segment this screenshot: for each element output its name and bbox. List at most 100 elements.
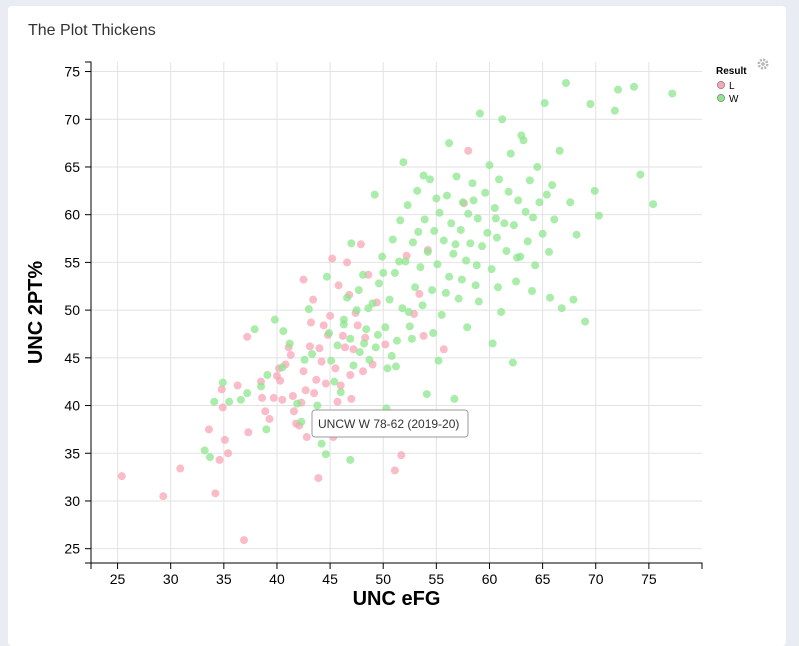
data-point-l: [312, 375, 321, 384]
data-point-w: [374, 279, 383, 288]
data-point-w: [544, 247, 553, 256]
data-point-w: [485, 161, 494, 170]
data-point-w: [561, 78, 570, 87]
data-point-w: [500, 219, 509, 228]
data-point-w: [278, 363, 287, 372]
data-point-w: [330, 377, 339, 386]
data-point-w: [385, 295, 394, 304]
data-point-w: [403, 201, 412, 210]
data-point-w: [225, 397, 234, 406]
y-axis-label: UNC 2PT%: [25, 261, 47, 365]
data-point-l: [397, 451, 406, 460]
data-point-l: [381, 340, 390, 349]
data-point-l: [356, 240, 365, 249]
data-point-w: [581, 317, 590, 326]
data-point-w: [425, 175, 434, 184]
data-point-w: [497, 308, 506, 317]
data-point-l: [243, 332, 252, 341]
legend-swatch-w: [717, 94, 725, 102]
data-point-l: [349, 345, 358, 354]
data-point-w: [445, 139, 454, 148]
legend-label-l: L: [729, 81, 735, 92]
y-tick-label: 40: [64, 398, 80, 414]
data-point-w: [504, 187, 513, 196]
data-point-w: [200, 446, 209, 455]
data-point-w: [462, 256, 471, 265]
data-point-w: [517, 131, 526, 140]
data-point-l: [258, 393, 267, 402]
data-point-w: [346, 455, 355, 464]
y-tick-label: 60: [64, 207, 80, 223]
data-point-w: [649, 200, 658, 209]
data-point-w: [478, 242, 487, 251]
y-tick-label: 65: [64, 159, 80, 175]
data-point-w: [508, 358, 517, 367]
data-point-w: [513, 253, 522, 262]
data-point-l: [338, 331, 347, 340]
data-point-w: [322, 272, 331, 281]
data-point-w: [491, 214, 500, 223]
data-point-w: [411, 283, 420, 292]
data-point-w: [629, 82, 638, 91]
data-point-w: [218, 378, 227, 387]
data-points: [117, 78, 677, 545]
data-point-w: [441, 288, 450, 297]
data-point-w: [336, 388, 345, 397]
data-point-l: [301, 386, 310, 395]
data-point-w: [365, 355, 374, 364]
data-point-l: [269, 393, 278, 402]
data-point-w: [458, 198, 467, 207]
data-point-l: [343, 258, 352, 267]
gear-icon[interactable]: [757, 58, 769, 70]
data-point-w: [546, 293, 555, 302]
data-point-w: [548, 181, 557, 190]
tooltip-text: UNCW W 78-62 (2019-20): [318, 417, 459, 431]
data-point-l: [278, 395, 287, 404]
x-axis-label: UNC eFG: [353, 588, 441, 610]
y-tick-label: 30: [64, 493, 80, 509]
data-point-w: [594, 211, 603, 220]
data-point-w: [451, 240, 460, 249]
data-point-w: [285, 339, 294, 348]
data-point-w: [317, 439, 326, 448]
data-point-l: [289, 407, 298, 416]
data-point-w: [371, 343, 380, 352]
data-point-l: [218, 403, 227, 412]
legend: Result LW: [716, 66, 747, 105]
data-point-w: [304, 305, 313, 314]
y-tick-label: 50: [64, 302, 80, 318]
data-point-w: [502, 246, 511, 255]
data-point-w: [243, 389, 252, 398]
data-point-w: [668, 89, 677, 98]
y-axis-line: [85, 61, 92, 564]
y-tick-label: 75: [64, 64, 80, 80]
data-point-l: [315, 344, 324, 353]
data-point-w: [447, 219, 456, 228]
scatter-chart: 25 30 35 40 45 50 55 60 65 70 75 25 30 35 40 45 50 55 60 65…: [25, 58, 769, 610]
data-point-l: [353, 321, 362, 330]
data-point-w: [370, 190, 379, 199]
data-point-w: [535, 198, 544, 207]
data-point-w: [349, 361, 358, 370]
card-title: The Plot Thickens: [28, 22, 156, 39]
data-point-w: [555, 146, 564, 155]
data-point-w: [373, 330, 382, 339]
data-point-l: [261, 407, 270, 416]
data-point-l: [117, 472, 126, 481]
data-point-w: [533, 162, 542, 171]
data-point-w: [416, 263, 425, 272]
data-point-w: [498, 115, 507, 124]
x-tick-label: 75: [641, 571, 657, 587]
data-point-w: [347, 239, 356, 248]
data-point-w: [432, 194, 441, 203]
data-point-l: [309, 295, 318, 304]
data-point-l: [326, 311, 335, 320]
x-tick-label: 35: [216, 571, 232, 587]
x-tick-label: 60: [482, 571, 498, 587]
y-tick-label: 55: [64, 254, 80, 270]
data-point-l: [317, 357, 326, 366]
data-point-l: [215, 455, 224, 464]
data-point-w: [398, 304, 407, 313]
data-point-l: [415, 289, 424, 298]
data-point-w: [434, 356, 443, 365]
